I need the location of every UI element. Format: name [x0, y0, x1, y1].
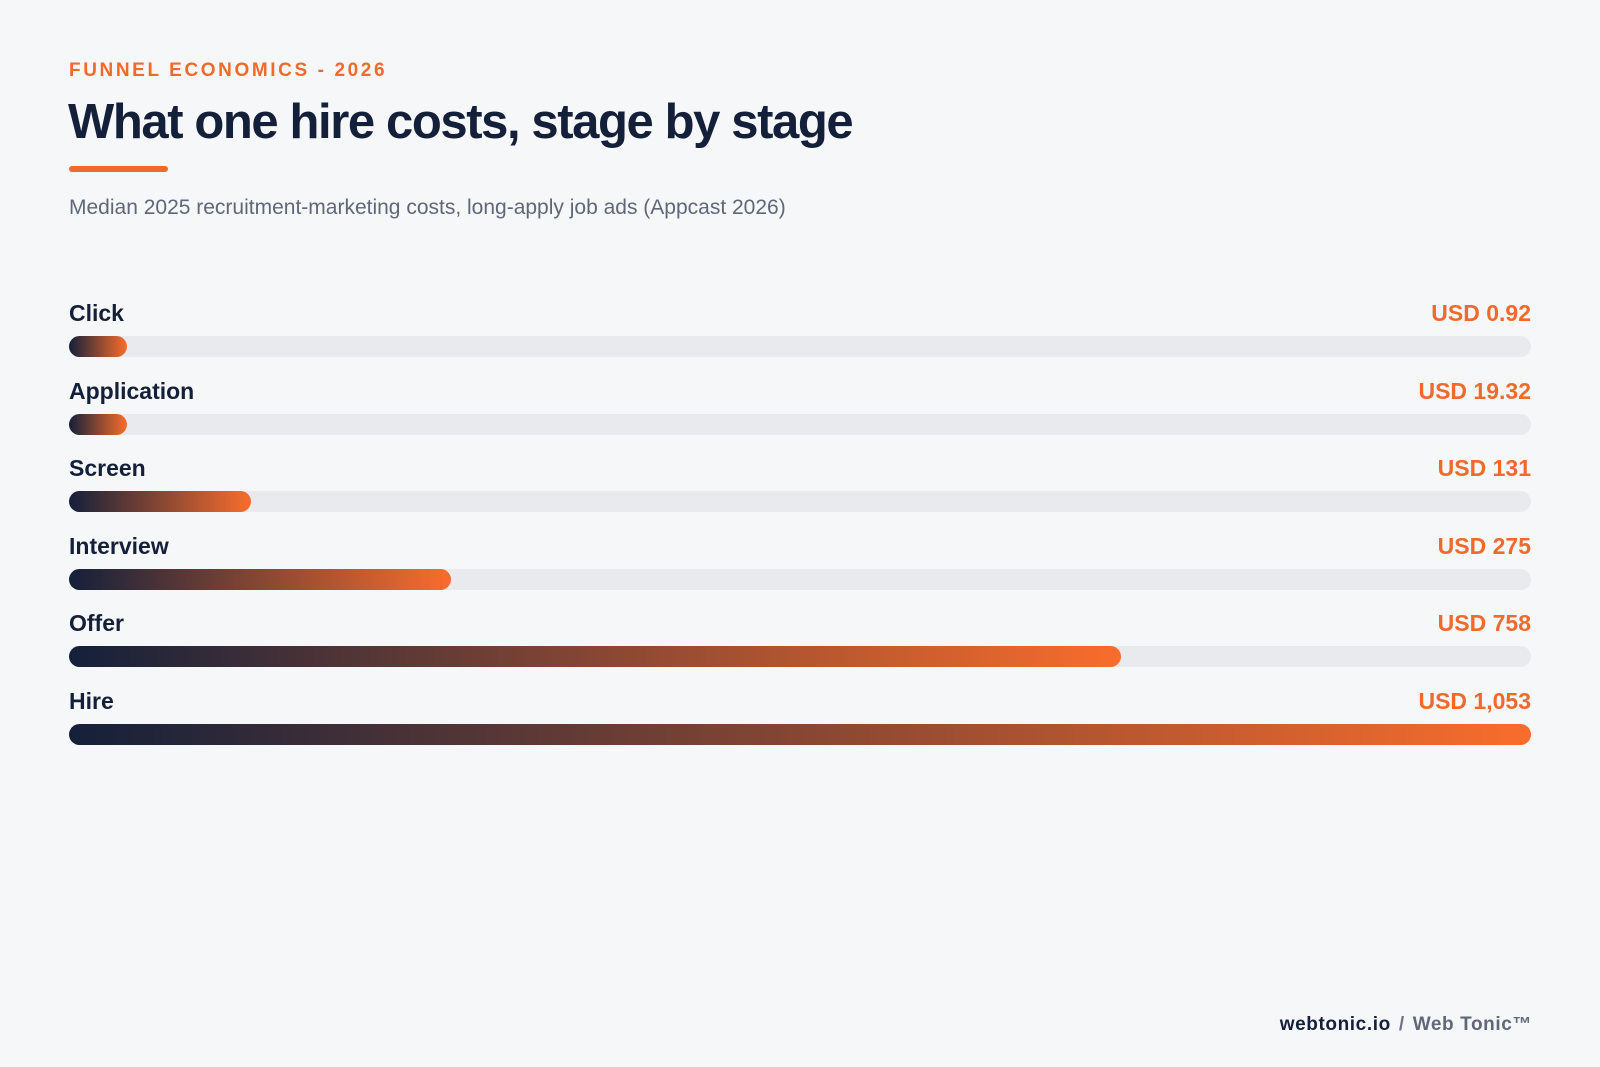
bar-click [69, 336, 128, 357]
page-title: What one hire costs, stage by stage [68, 95, 854, 149]
bar-row-screen: Screen USD 131 [69, 455, 1531, 533]
bar-track-interview [69, 568, 1531, 590]
footer-credit: webtonic.io / Web Tonic™ [1280, 1014, 1532, 1036]
bar-row-click: Click USD 0.92 [69, 300, 1531, 378]
bar-label-interview: Interview [69, 532, 169, 559]
bar-track-hire [69, 723, 1531, 745]
bar-offer [69, 646, 1122, 667]
bar-label-hire: Hire [69, 687, 114, 714]
bar-value-label-interview: USD 275 [1437, 532, 1531, 559]
bar-track-offer [69, 646, 1531, 667]
bar-value-label-screen: USD 131 [1437, 455, 1531, 481]
footer-separator: / [1398, 1014, 1405, 1035]
bar-value-label-offer: USD 758 [1437, 610, 1531, 636]
bar-label-application: Application [69, 377, 195, 404]
chart-subtitle: Median 2025 recruitment-marketing costs,… [69, 196, 786, 219]
bar-value-label-click: USD 0.92 [1431, 300, 1531, 326]
bar-label-click: Click [69, 300, 124, 326]
bar-application [69, 413, 128, 435]
footer-brand: Web Tonic™ [1412, 1014, 1532, 1035]
bar-row-hire: Hire USD 1,053 [69, 688, 1531, 766]
bar-track-screen [69, 491, 1531, 512]
bar-track-click [69, 336, 1531, 357]
title-accent-rule [69, 166, 168, 172]
bar-interview [69, 568, 451, 590]
bar-value-label-application: USD 19.32 [1418, 377, 1531, 404]
bar-track-application [69, 413, 1531, 435]
bar-chart: Click USD 0.92 Application USD 19.32 Screen U… [69, 300, 1531, 765]
footer-site: webtonic.io [1279, 1014, 1391, 1035]
bar-hire [69, 723, 1531, 745]
eyebrow-label: FUNNEL ECONOMICS - 2026 [69, 60, 388, 81]
bar-row-interview: Interview USD 275 [69, 533, 1531, 611]
bar-label-screen: Screen [69, 455, 146, 481]
bar-row-application: Application USD 19.32 [69, 378, 1531, 456]
bar-screen [69, 491, 251, 512]
bar-row-offer: Offer USD 758 [69, 610, 1531, 688]
bar-label-offer: Offer [69, 610, 124, 636]
bar-value-label-hire: USD 1,053 [1418, 687, 1531, 714]
